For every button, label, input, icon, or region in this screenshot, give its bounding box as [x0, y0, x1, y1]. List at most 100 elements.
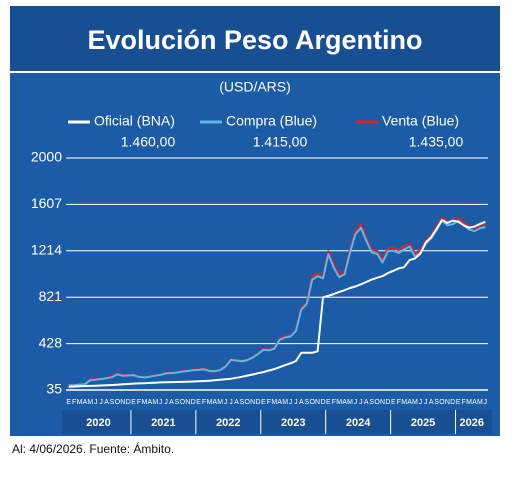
- latest-value: 1.460,00: [121, 134, 176, 150]
- x-tick-label: M: [206, 399, 212, 406]
- y-tick-label: 35: [46, 381, 62, 397]
- x-tick-label: O: [439, 399, 445, 406]
- x-tick-label: F: [72, 399, 76, 406]
- x-tick-label: E: [196, 399, 201, 406]
- y-tick-label: 428: [39, 334, 63, 350]
- x-tick-label: M: [87, 399, 93, 406]
- x-tick-label: J: [484, 399, 488, 406]
- series-line: [68, 219, 486, 387]
- y-tick-label: 1607: [31, 195, 62, 211]
- x-tick-label: S: [304, 399, 309, 406]
- x-tick-label: O: [374, 399, 380, 406]
- x-tick-label: D: [256, 399, 261, 406]
- x-tick-label: J: [419, 399, 423, 406]
- x-tick-label: E: [66, 399, 71, 406]
- x-tick-label: S: [110, 399, 115, 406]
- subtitle: (USD/ARS): [219, 79, 291, 95]
- legend-label: Oficial (BNA): [94, 113, 175, 129]
- year-label: 2024: [346, 417, 371, 429]
- year-label: 2020: [86, 417, 110, 429]
- x-tick-label: S: [369, 399, 374, 406]
- x-tick-label: M: [77, 399, 83, 406]
- latest-value: 1.435,00: [409, 134, 464, 150]
- x-tick-label: O: [245, 399, 251, 406]
- x-tick-label: O: [115, 399, 121, 406]
- x-tick-label: A: [364, 399, 369, 406]
- x-tick-label: S: [434, 399, 439, 406]
- x-tick-label: S: [239, 399, 244, 406]
- x-tick-label: N: [380, 399, 385, 406]
- x-tick-label: M: [152, 399, 158, 406]
- x-tick-label: J: [229, 399, 233, 406]
- x-tick-label: O: [180, 399, 186, 406]
- x-tick-label: A: [407, 399, 412, 406]
- title-bar: [10, 6, 500, 72]
- x-tick-label: M: [477, 399, 483, 406]
- x-tick-label: D: [126, 399, 131, 406]
- x-tick-label: J: [289, 399, 293, 406]
- x-tick-label: J: [359, 399, 363, 406]
- year-band: [62, 410, 492, 434]
- x-tick-label: M: [217, 399, 223, 406]
- x-tick-label: M: [142, 399, 148, 406]
- x-tick-label: D: [450, 399, 455, 406]
- x-tick-label: E: [456, 399, 461, 406]
- x-tick-label: M: [336, 399, 342, 406]
- x-tick-label: A: [234, 399, 239, 406]
- x-tick-label: J: [424, 399, 428, 406]
- x-tick-label: N: [250, 399, 255, 406]
- x-tick-label: A: [342, 399, 347, 406]
- x-tick-label: M: [401, 399, 407, 406]
- x-tick-label: A: [169, 399, 174, 406]
- x-tick-label: M: [466, 399, 472, 406]
- series-line: [68, 219, 486, 388]
- year-label: 2025: [411, 417, 435, 429]
- x-tick-label: J: [294, 399, 298, 406]
- x-tick-label: F: [462, 399, 466, 406]
- x-tick-label: M: [347, 399, 353, 406]
- x-tick-label: D: [320, 399, 325, 406]
- x-tick-label: J: [224, 399, 228, 406]
- year-label: 2021: [151, 417, 175, 429]
- x-tick-label: S: [175, 399, 180, 406]
- x-tick-label: A: [277, 399, 282, 406]
- y-tick-label: 1214: [31, 242, 62, 258]
- x-tick-label: J: [354, 399, 358, 406]
- x-tick-label: E: [131, 399, 136, 406]
- y-tick-label: 2000: [31, 149, 62, 165]
- x-tick-label: E: [326, 399, 331, 406]
- x-tick-label: J: [164, 399, 168, 406]
- legend-label: Venta (Blue): [382, 113, 459, 129]
- x-tick-label: A: [83, 399, 88, 406]
- x-tick-label: N: [185, 399, 190, 406]
- chart-title: Evolución Peso Argentino: [87, 25, 422, 55]
- y-tick-label: 821: [39, 288, 63, 304]
- x-tick-label: F: [397, 399, 401, 406]
- x-tick-label: J: [99, 399, 103, 406]
- x-tick-label: J: [159, 399, 163, 406]
- x-tick-label: A: [299, 399, 304, 406]
- x-tick-label: A: [148, 399, 153, 406]
- x-tick-label: D: [385, 399, 390, 406]
- x-tick-label: F: [202, 399, 206, 406]
- footer: Al: 4/06/2026. Fuente: Ámbito.: [12, 441, 174, 456]
- x-tick-label: F: [137, 399, 141, 406]
- x-tick-label: F: [332, 399, 336, 406]
- x-tick-label: M: [282, 399, 288, 406]
- panel: [10, 6, 500, 436]
- legend-label: Compra (Blue): [226, 113, 317, 129]
- x-tick-label: A: [472, 399, 477, 406]
- x-tick-label: M: [412, 399, 418, 406]
- x-tick-label: D: [191, 399, 196, 406]
- x-tick-label: O: [309, 399, 315, 406]
- x-tick-label: F: [267, 399, 271, 406]
- x-tick-label: N: [445, 399, 450, 406]
- year-label: 2023: [281, 417, 305, 429]
- x-tick-label: A: [429, 399, 434, 406]
- x-tick-label: A: [104, 399, 109, 406]
- x-tick-label: E: [391, 399, 396, 406]
- x-tick-label: N: [120, 399, 125, 406]
- x-tick-label: E: [261, 399, 266, 406]
- x-tick-label: J: [94, 399, 98, 406]
